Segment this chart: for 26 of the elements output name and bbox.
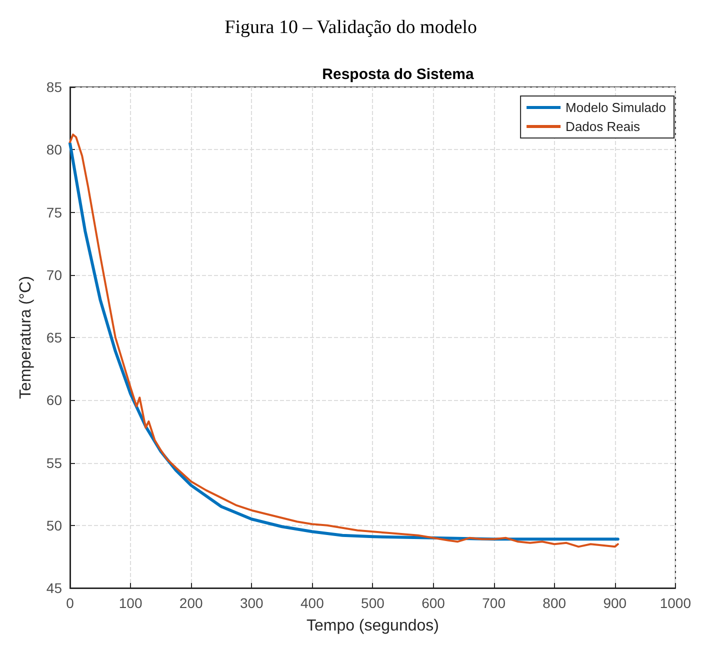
x-tick-label: 600 [422, 595, 446, 611]
x-tick-label: 1000 [660, 595, 692, 611]
x-tick-label: 400 [300, 595, 324, 611]
y-tick-label: 70 [46, 266, 62, 283]
x-tick-label: 900 [603, 595, 627, 611]
y-tick-label: 80 [46, 142, 62, 158]
y-tick-label: 55 [46, 454, 62, 471]
y-tick-label: 50 [46, 517, 62, 534]
y-tick-label: 75 [46, 204, 62, 220]
chart-title: Resposta do Sistema [322, 66, 475, 83]
y-tick-label: 45 [46, 580, 62, 596]
y-tick-label: 60 [46, 392, 62, 408]
y-axis-title: Temperatura (°C) [18, 276, 34, 399]
y-tick-label: 85 [46, 79, 62, 95]
y-tick-label: 65 [46, 330, 62, 346]
x-tick-label: 700 [482, 595, 506, 611]
legend-label: Dados Reais [566, 119, 640, 134]
text: Figura 10 – Validação do modelo [224, 17, 478, 38]
x-axis-title: Tempo (segundos) [306, 618, 439, 634]
x-tick-label: 300 [240, 595, 264, 611]
legend-label: Modelo Simulado [566, 100, 666, 115]
x-tick-label: 0 [66, 595, 74, 611]
x-tick-label: 500 [361, 595, 385, 611]
x-tick-label: 800 [542, 595, 566, 611]
x-tick-label: 100 [118, 595, 142, 611]
x-tick-label: 200 [179, 595, 203, 611]
